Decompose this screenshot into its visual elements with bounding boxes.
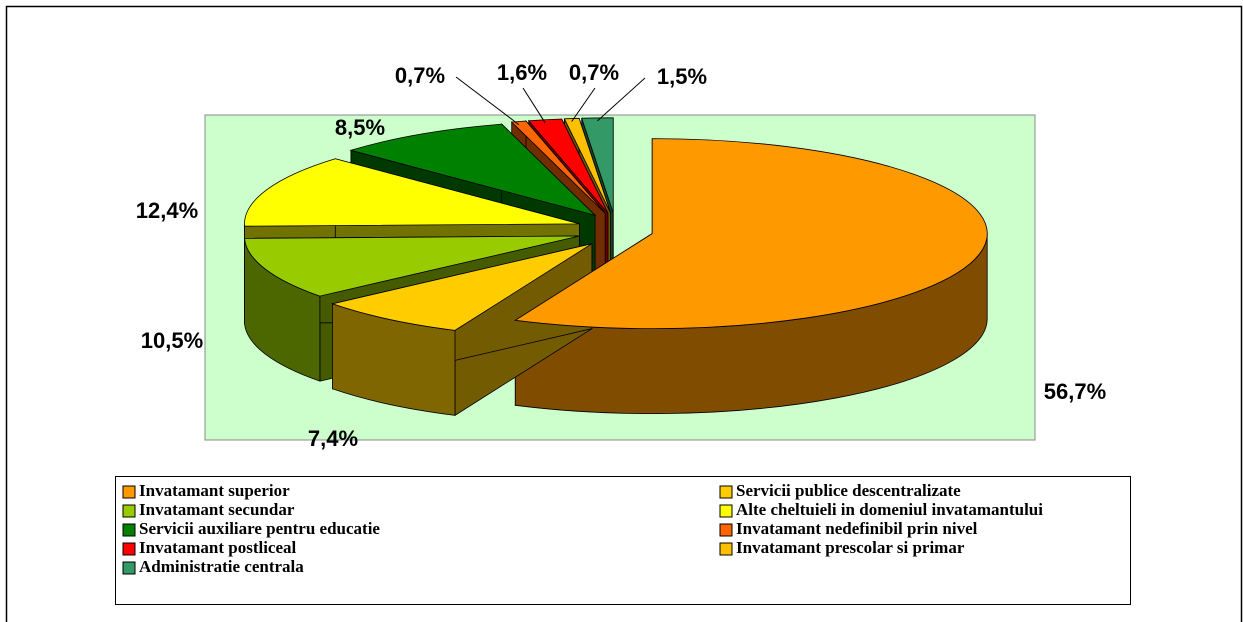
labels: 56,7% 7,4% 10,5% 12,4% 8,5% 0,7% 1,6% 0,7% 1,5% (136, 60, 1106, 451)
value-label: 0,7% (395, 63, 445, 88)
slice (510, 120, 606, 214)
slice (527, 118, 609, 214)
slice (563, 117, 611, 214)
value-label: 7,4% (308, 426, 358, 451)
legend-swatch (719, 542, 733, 556)
slice (244, 235, 580, 297)
leader-line (522, 87, 546, 123)
slice (349, 123, 597, 217)
legend-swatch (719, 485, 733, 499)
slice (244, 158, 580, 227)
slice (581, 117, 614, 213)
legend-swatch (122, 523, 136, 537)
value-label: 56,7% (1044, 379, 1106, 404)
slice (330, 243, 593, 331)
legend-swatch (719, 504, 733, 518)
legend-label: Invatamant superior (139, 481, 290, 500)
legend-label: Invatamant prescolar si primar (736, 538, 965, 557)
legend-label: Invatamant postliceal (139, 538, 297, 557)
leader-line (597, 77, 646, 122)
legend-swatch (719, 523, 733, 537)
value-label: 10,5% (141, 328, 203, 353)
legend-swatch (122, 542, 136, 556)
value-label: 12,4% (136, 198, 198, 223)
value-label: 1,6% (497, 60, 547, 85)
frame (5, 5, 1243, 622)
leader-line (455, 76, 520, 125)
legend-label: Invatamant nedefinibil prin nivel (736, 519, 978, 538)
value-label: 1,5% (657, 64, 707, 89)
leader-line (571, 87, 596, 122)
legend-label: Servicii publice descentralizate (736, 481, 961, 500)
legend-swatch (122, 561, 136, 575)
slice (514, 138, 988, 329)
legend-label: Administratie centrala (139, 557, 304, 576)
legend-swatch (122, 504, 136, 518)
legend-label: Invatamant secundar (139, 500, 295, 519)
value-label: 0,7% (569, 60, 619, 85)
legend-label: Alte cheltuieli in domeniul invatamantul… (736, 500, 1043, 519)
legend-label: Servicii auxiliare pentru educatie (139, 519, 380, 538)
slice-tops (244, 117, 988, 331)
legend-box (115, 476, 1131, 605)
legend: Invatamant superior Servicii publice desc… (122, 481, 1043, 576)
legend-swatch (122, 485, 136, 499)
value-label: 8,5% (335, 115, 385, 140)
